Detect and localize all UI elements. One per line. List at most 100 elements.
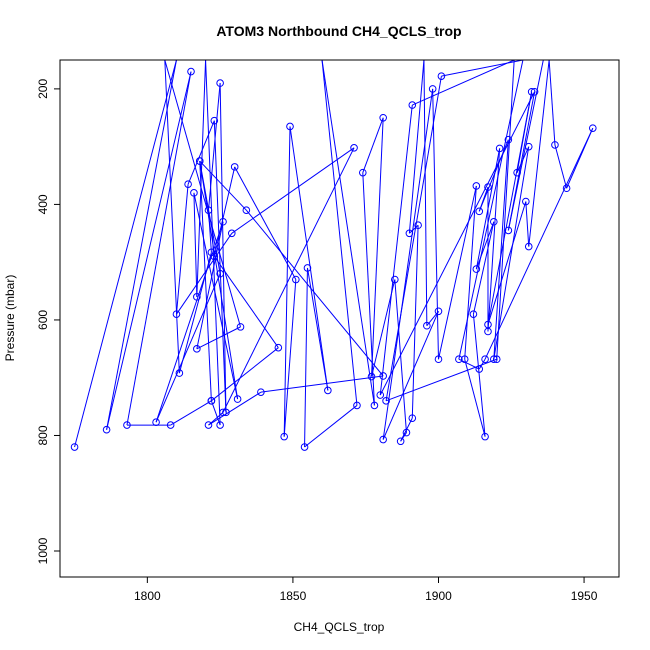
series-segment — [548, 60, 556, 145]
data-point — [227, 229, 236, 238]
series-segment — [528, 60, 550, 247]
data-point — [280, 432, 288, 441]
data-point — [408, 414, 417, 422]
series-segment — [178, 252, 212, 374]
series-segment — [464, 185, 477, 360]
data-point — [434, 355, 443, 364]
data-point — [475, 207, 484, 216]
series-segment — [193, 192, 239, 400]
series-segment — [196, 221, 224, 349]
data-point — [195, 157, 204, 165]
data-point — [210, 116, 219, 125]
plot-frame — [59, 59, 620, 578]
series-segment — [193, 192, 198, 297]
data-point — [402, 428, 411, 437]
series-segment — [164, 60, 241, 328]
series-segment — [106, 60, 177, 430]
data-point — [123, 421, 131, 429]
data-point — [379, 113, 387, 122]
series-segment — [362, 117, 384, 173]
series-segment — [187, 120, 215, 185]
series-segment — [379, 91, 536, 396]
series-segment — [213, 166, 236, 257]
y-tick-label: 1000 — [36, 537, 50, 564]
data-point — [484, 183, 492, 191]
data-point — [166, 421, 175, 429]
data-point — [219, 217, 227, 226]
data-point — [522, 197, 530, 206]
series-segment — [164, 60, 180, 374]
series-segment — [126, 71, 192, 426]
data-point — [187, 67, 195, 76]
data-point — [204, 206, 213, 214]
y-axis: 200 400 600 800 1000 — [36, 79, 60, 564]
series-segment — [199, 161, 239, 400]
data-point — [562, 184, 571, 193]
series-segment — [207, 83, 221, 211]
series-segment — [379, 105, 413, 396]
series-segment — [409, 224, 419, 234]
series-segment — [493, 139, 509, 360]
series-segment — [245, 209, 384, 377]
data-point — [405, 229, 414, 238]
series-segment — [408, 60, 425, 234]
series-segment — [362, 172, 375, 406]
series-segment — [106, 71, 192, 430]
series-segment — [438, 185, 477, 360]
data-point — [484, 320, 492, 329]
data-point — [423, 321, 431, 330]
series-segment — [155, 273, 221, 423]
chart-title: ATOM3 Northbound CH4_QCLS_trop — [216, 23, 461, 39]
data-point — [233, 395, 242, 403]
series-segment — [176, 233, 233, 315]
data-point — [495, 144, 504, 153]
data-point — [504, 135, 513, 144]
data-point — [469, 310, 478, 318]
series-segment — [411, 225, 419, 419]
series-segment — [219, 83, 227, 413]
series-segment — [525, 201, 530, 247]
series-segment — [412, 60, 515, 106]
data-point — [530, 87, 539, 96]
data-point — [367, 372, 376, 381]
series-segment — [423, 60, 428, 326]
series-segment — [478, 358, 486, 370]
data-point — [286, 122, 294, 131]
series-segment — [74, 60, 177, 448]
series-segment — [382, 311, 439, 440]
x-tick-label: 1950 — [571, 589, 598, 603]
x-tick-label: 1850 — [280, 589, 307, 603]
series-segment — [199, 160, 247, 211]
data-point — [434, 307, 443, 316]
series-segment — [475, 221, 495, 270]
data-point — [230, 163, 239, 171]
data-point — [490, 355, 498, 364]
data-point — [472, 265, 481, 273]
series-segment — [493, 146, 530, 360]
plot-area — [70, 60, 597, 451]
series-segment — [385, 76, 442, 401]
y-tick-label: 200 — [36, 79, 50, 99]
data-point — [492, 355, 501, 364]
series-segment — [321, 60, 375, 406]
y-tick-label: 800 — [36, 425, 50, 445]
data-point — [504, 226, 513, 235]
data-point — [414, 221, 422, 230]
data-point — [527, 87, 536, 96]
data-point — [216, 421, 224, 429]
data-point — [152, 418, 160, 426]
data-point — [455, 355, 463, 364]
data-point — [353, 401, 361, 410]
x-axis: 1800 1850 1900 1950 — [134, 577, 598, 603]
y-tick-label: 400 — [36, 194, 50, 214]
data-point — [70, 443, 79, 451]
series-segment — [211, 347, 279, 402]
series-segment — [234, 166, 297, 280]
series-segment — [484, 127, 594, 360]
series-segment — [208, 391, 262, 426]
data-point — [102, 425, 111, 434]
data-point — [274, 343, 283, 352]
series-segment — [213, 256, 279, 348]
data-point — [379, 372, 387, 380]
data-point — [292, 275, 300, 284]
